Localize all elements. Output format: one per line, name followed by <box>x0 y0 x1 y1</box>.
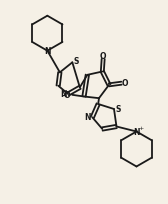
Text: N: N <box>60 90 67 99</box>
Text: N: N <box>84 113 91 122</box>
Text: O: O <box>122 79 128 87</box>
Text: +: + <box>139 126 144 131</box>
Text: S: S <box>116 104 121 113</box>
Text: S: S <box>74 57 79 66</box>
Text: N: N <box>44 47 51 56</box>
Text: N: N <box>133 127 139 136</box>
Text: -O: -O <box>62 90 71 99</box>
Text: O: O <box>100 52 106 61</box>
